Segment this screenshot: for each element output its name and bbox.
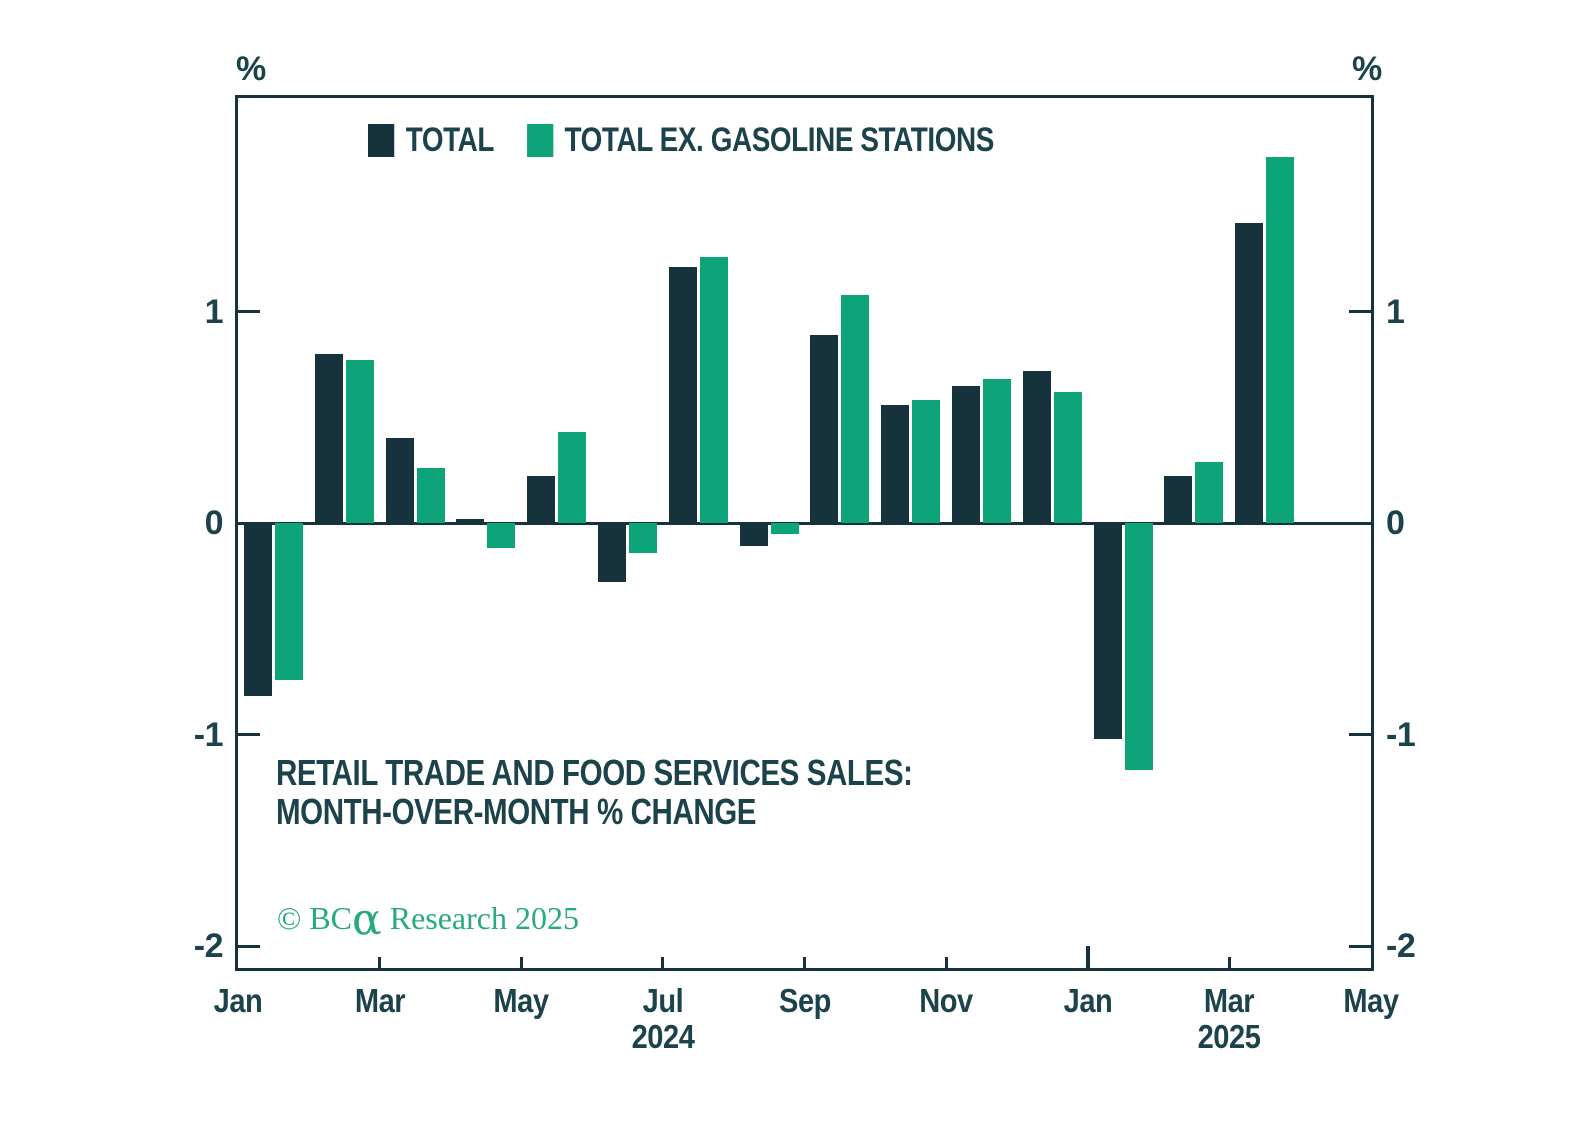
bar-total-apr-2024 [456,518,485,523]
bar-total-mar-2025 [1235,222,1264,523]
bar-total-oct-2024 [881,404,910,523]
chart-title: RETAIL TRADE AND FOOD SERVICES SALES: MO… [276,753,913,831]
x-label-jul-6: Jul [642,982,684,1019]
bar-total-ex-gasoline-dec-2024 [1053,391,1082,523]
bar-total-may-2024 [527,476,556,523]
chart-title-line-1: RETAIL TRADE AND FOOD SERVICES SALES: [276,752,913,793]
x-label-jan-0: Jan [213,982,263,1019]
y-label-left-0: 0 [204,504,224,542]
bar-total-ex-gasoline-mar-2025 [1266,157,1295,523]
y-tick-left [238,733,260,736]
bar-total-ex-gasoline-apr-2024 [487,523,516,549]
x-year-label-2025: 2025 [1197,1018,1261,1055]
bar-total-ex-gasoline-feb-2025 [1195,461,1224,523]
bar-total-ex-gasoline-nov-2024 [983,379,1012,523]
bar-total-ex-gasoline-mar-2024 [416,468,445,523]
x-tick-mar [378,957,382,968]
copyright: © BCα Research 2025 [277,896,579,942]
y-label-right--1: -1 [1386,715,1416,754]
bar-total-feb-2025 [1164,476,1193,523]
y-tick-right [1349,733,1371,736]
bar-total-jan-2024 [243,523,272,697]
x-tick-jul [661,957,665,968]
x-tick-sep [803,957,806,968]
y-tick-left [238,944,260,948]
y-tick-right [1349,310,1371,313]
bar-total-ex-gasoline-jun-2024 [628,523,657,553]
y-tick-right [1349,944,1371,948]
bar-total-sep-2024 [810,334,839,523]
x-label-mar-2: Mar [354,982,405,1019]
bar-total-ex-gasoline-oct-2024 [912,400,941,523]
legend-swatch-total-ex-gasoline [526,123,554,157]
bar-total-nov-2024 [952,385,981,523]
x-label-may-4: May [493,982,550,1019]
y-unit-left: % [236,50,267,88]
copyright-alpha-glyph: α [352,894,382,945]
copyright-suffix: Research 2025 [381,900,579,936]
legend-label-total-ex-gasoline: TOTAL EX. GASOLINE STATIONS [564,121,995,159]
chart-title-line-2: MONTH-OVER-MONTH % CHANGE [276,791,757,832]
legend-swatch-total [368,123,395,157]
plot-area [235,95,1374,971]
legend: TOTAL TOTAL EX. GASOLINE STATIONS [368,123,994,157]
bar-total-ex-gasoline-jan-2025 [1124,523,1153,771]
x-tick-year-boundary [1085,946,1090,968]
bar-total-jan-2025 [1093,523,1122,739]
bar-total-mar-2024 [385,438,414,523]
bar-total-feb-2024 [314,353,343,523]
x-tick-nov [944,957,948,968]
y-label-left--1: -1 [193,715,224,754]
legend-label-total: TOTAL [405,121,495,159]
y-label-right-1: 1 [1386,292,1405,331]
x-label-nov-10: Nov [919,982,973,1019]
copyright-prefix: © BC [277,900,352,936]
x-label-may-16: May [1343,982,1399,1019]
y-label-right--2: -2 [1386,927,1416,965]
x-label-jan-12: Jan [1063,982,1113,1019]
x-label-mar-14: Mar [1204,982,1255,1019]
y-label-left--2: -2 [193,927,224,965]
bar-total-ex-gasoline-jan-2024 [274,523,303,680]
bar-total-ex-gasoline-jul-2024 [699,256,728,523]
x-label-sep-8: Sep [778,982,831,1019]
bar-total-ex-gasoline-aug-2024 [770,523,799,534]
bar-total-ex-gasoline-sep-2024 [841,294,870,523]
y-unit-right: % [1352,50,1383,88]
x-tick-mar [1227,957,1231,968]
bar-total-jul-2024 [668,267,697,523]
zero-baseline [238,521,1371,525]
y-label-left-1: 1 [204,292,224,331]
x-tick-may [519,957,523,968]
bar-total-ex-gasoline-may-2024 [558,432,587,523]
bar-total-jun-2024 [597,523,626,583]
bar-total-dec-2024 [1022,370,1051,523]
y-label-right-0: 0 [1386,504,1405,542]
x-year-label-2024: 2024 [631,1018,695,1055]
bar-total-aug-2024 [739,523,768,547]
y-tick-left [238,310,260,313]
bar-total-ex-gasoline-feb-2024 [345,360,374,523]
